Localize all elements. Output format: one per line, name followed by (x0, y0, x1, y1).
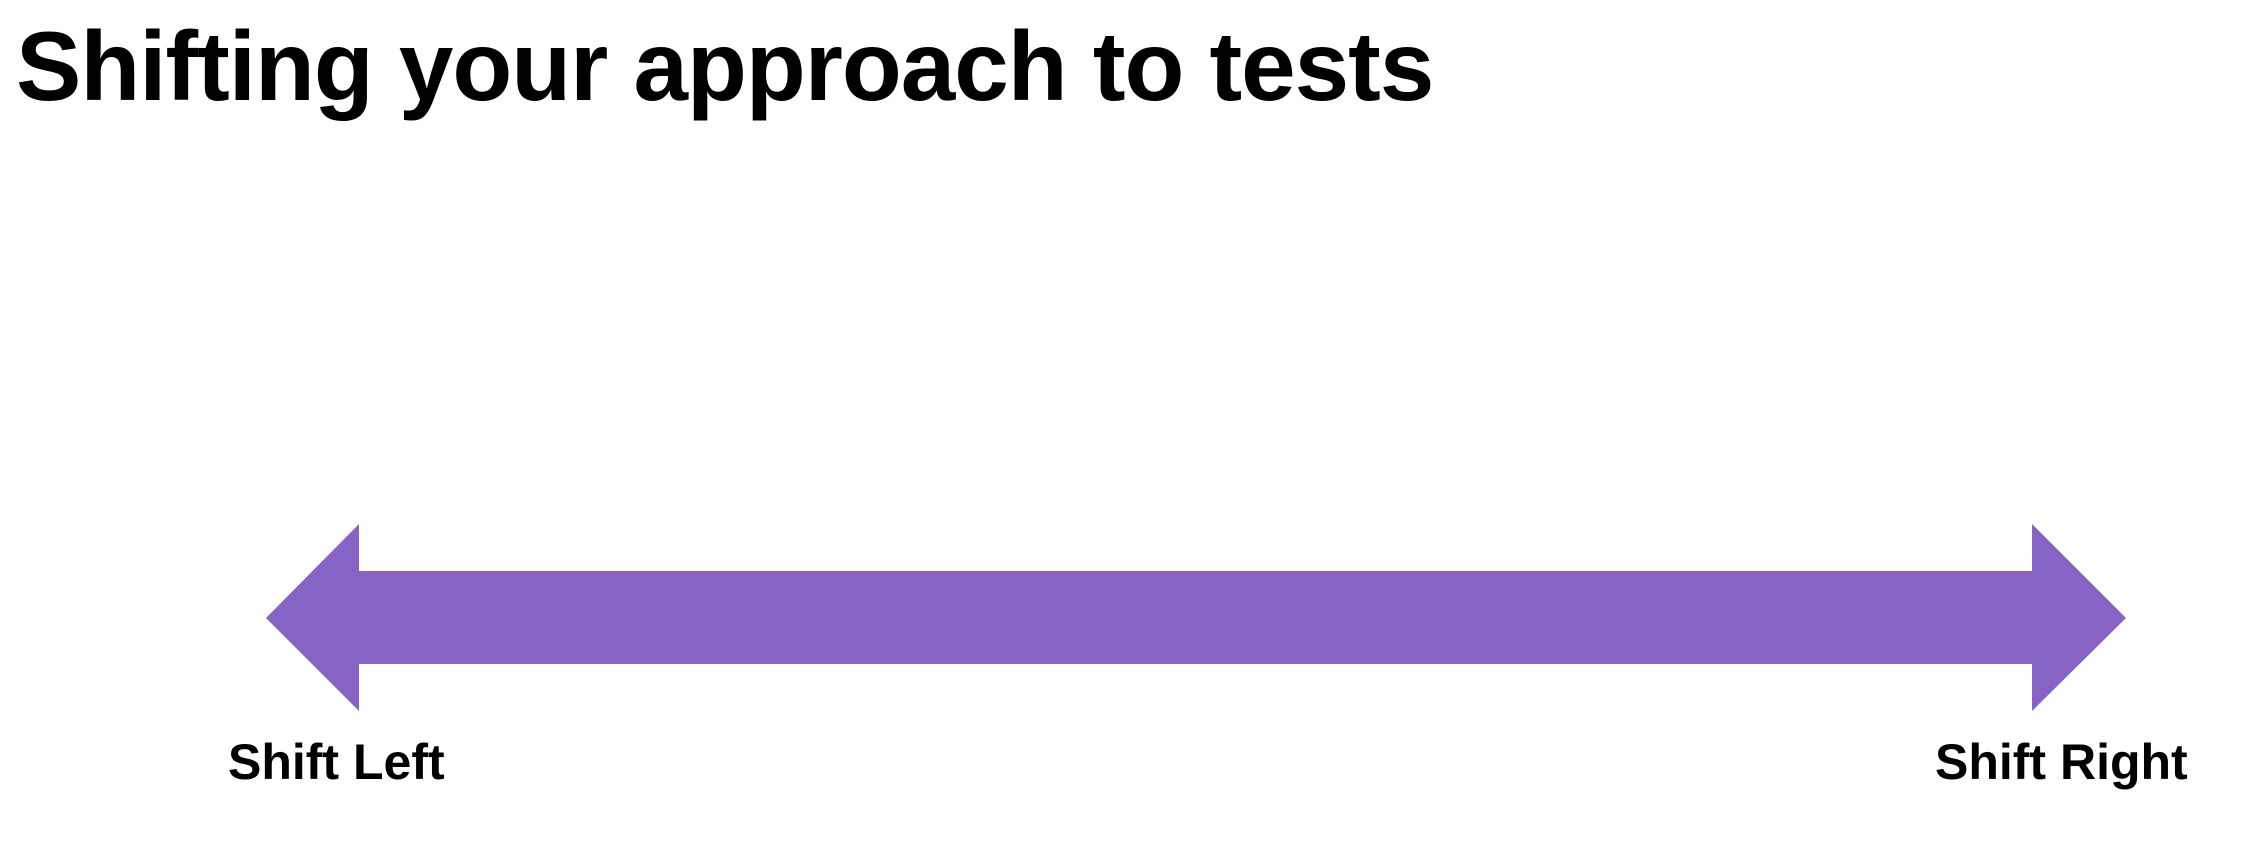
shift-right-label: Shift Right (1935, 734, 2188, 790)
shift-left-label: Shift Left (228, 734, 445, 790)
double-headed-arrow-shape (266, 524, 2126, 711)
slide-title: Shifting your approach to tests (16, 11, 1434, 121)
